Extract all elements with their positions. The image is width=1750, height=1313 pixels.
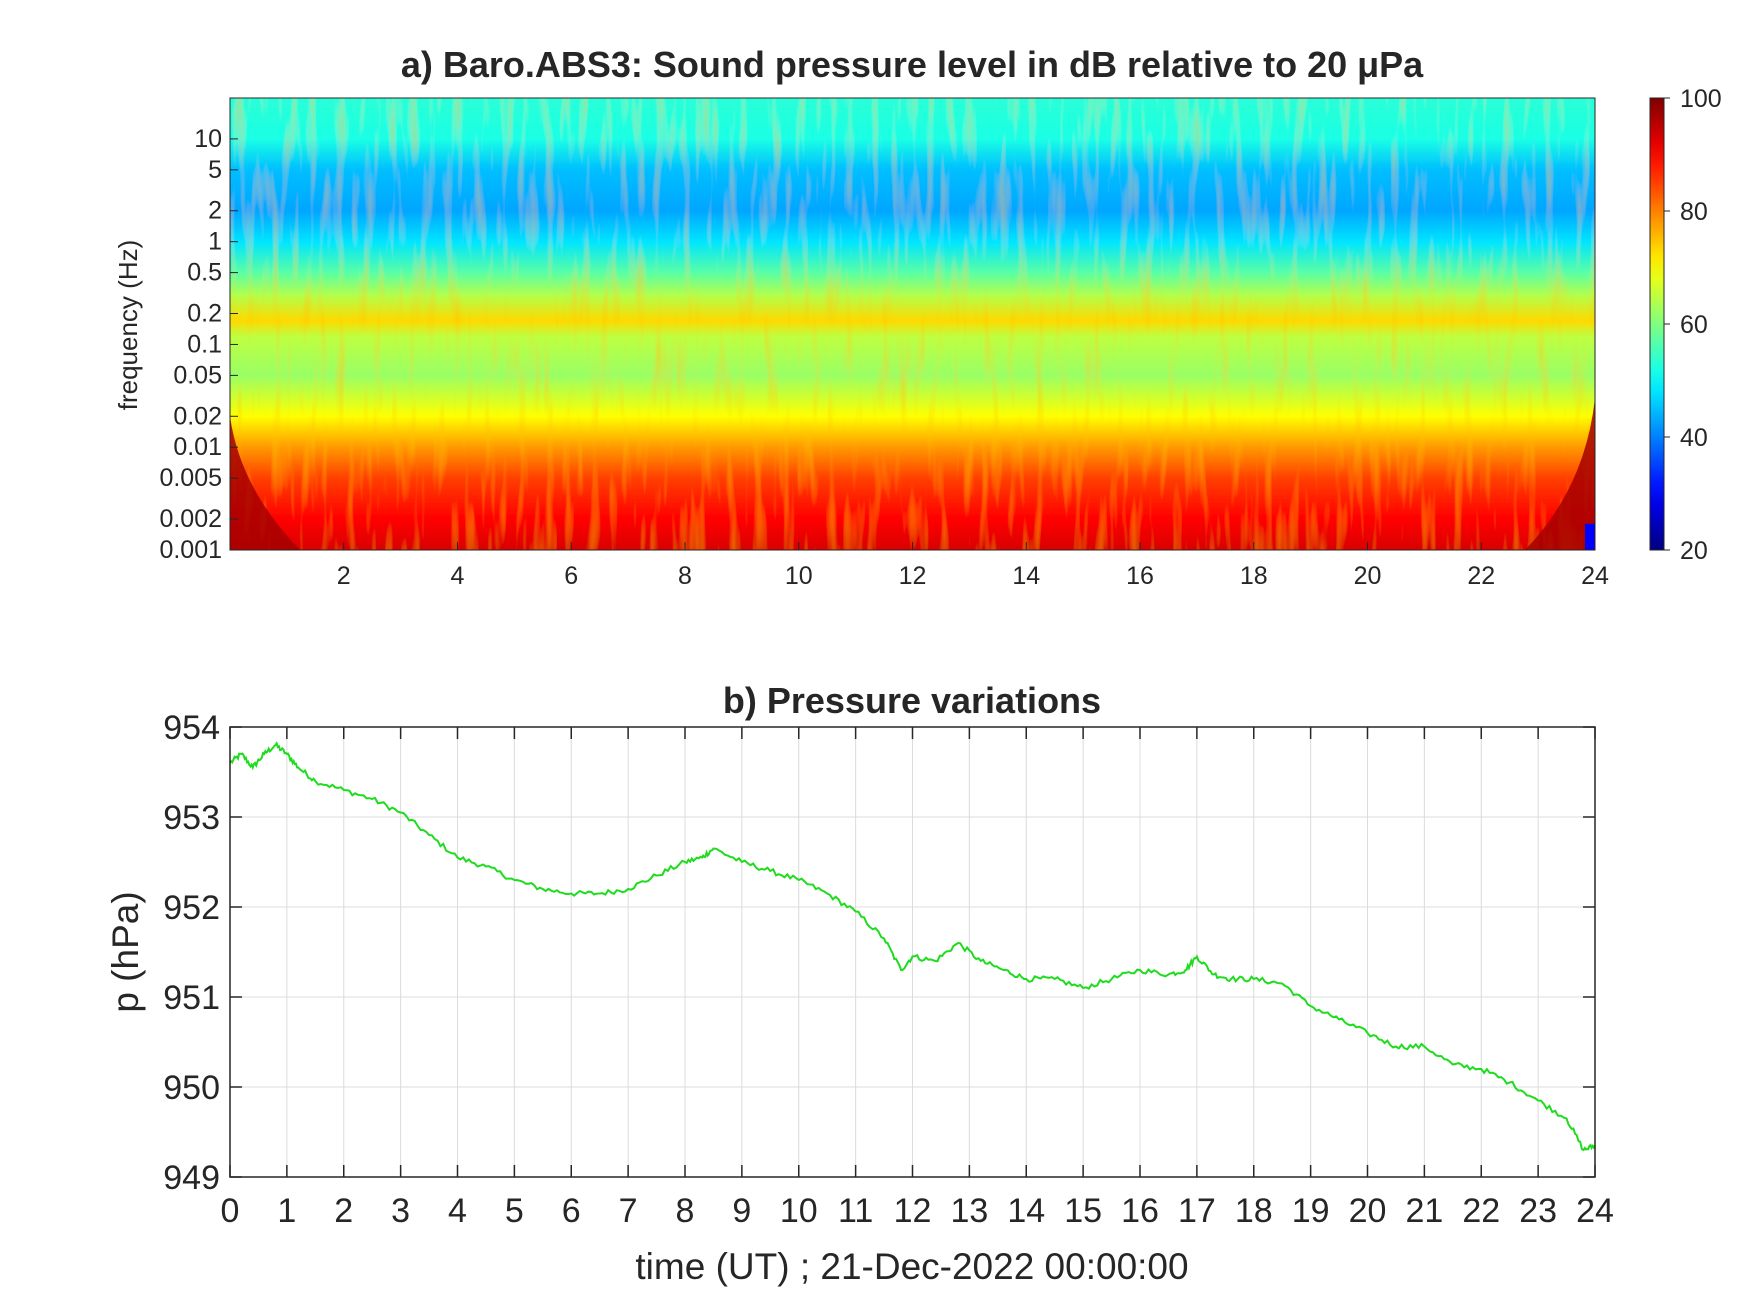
colorbar-ticks: 20 40 60 80 100 bbox=[1664, 85, 1722, 565]
pressure-x-tick-label: 4 bbox=[448, 1192, 467, 1230]
spectrogram-right-edge bbox=[1525, 398, 1595, 550]
pressure-x-tick-label: 19 bbox=[1292, 1192, 1330, 1230]
spectrogram-y-tick-label: 0.001 bbox=[159, 536, 222, 564]
colorbar-tick-label: 20 bbox=[1680, 537, 1708, 565]
pressure-x-tick-label: 7 bbox=[619, 1192, 638, 1230]
spectrogram-x-tick-label: 22 bbox=[1467, 562, 1495, 590]
spectrogram-x-tick-label: 12 bbox=[899, 562, 927, 590]
pressure-x-tick-label: 14 bbox=[1007, 1192, 1045, 1230]
pressure-y-tick-label: 952 bbox=[163, 889, 220, 927]
spectrogram-y-tick-label: 0.02 bbox=[173, 402, 222, 430]
pressure-y-tick-label: 953 bbox=[163, 799, 220, 837]
spectrogram-y-tick-label: 0.002 bbox=[159, 505, 222, 533]
pressure-x-tick-label: 24 bbox=[1576, 1192, 1614, 1230]
pressure-x-tick-label: 15 bbox=[1064, 1192, 1102, 1230]
pressure-x-tick-label: 12 bbox=[894, 1192, 932, 1230]
pressure-x-tick-label: 9 bbox=[732, 1192, 751, 1230]
pressure-x-tick-label: 18 bbox=[1235, 1192, 1273, 1230]
spectrogram-y-tick-label: 0.5 bbox=[187, 259, 222, 287]
pressure-y-tick-label: 950 bbox=[163, 1069, 220, 1107]
spectrogram-x-tick-label: 20 bbox=[1354, 562, 1382, 590]
colorbar-tick-label: 80 bbox=[1680, 198, 1708, 226]
pressure-x-tick-label: 5 bbox=[505, 1192, 524, 1230]
pressure-y-axis-label: p (hPa) bbox=[105, 891, 146, 1012]
pressure-x-tick-label: 22 bbox=[1462, 1192, 1500, 1230]
spectrogram-left-edge bbox=[230, 416, 300, 550]
pressure-x-tick-label: 13 bbox=[950, 1192, 988, 1230]
spectrogram-x-tick-label: 4 bbox=[451, 562, 465, 590]
pressure-x-tick-label: 11 bbox=[838, 1192, 873, 1230]
pressure-y-tick-label: 949 bbox=[163, 1159, 220, 1197]
spectrogram-x-tick-label: 10 bbox=[785, 562, 813, 590]
pressure-x-tick-label: 16 bbox=[1121, 1192, 1159, 1230]
pressure-x-axis-label: time (UT) ; 21-Dec-2022 00:00:00 bbox=[635, 1246, 1188, 1287]
spectrogram-x-tick-label: 18 bbox=[1240, 562, 1268, 590]
pressure-panel: b) Pressure variations 94995095195295395… bbox=[105, 680, 1614, 1287]
pressure-x-tick-label: 2 bbox=[334, 1192, 353, 1230]
pressure-y-tick-label: 951 bbox=[163, 979, 220, 1017]
spectrogram-x-tick-label: 6 bbox=[564, 562, 578, 590]
spectrogram-y-ticks: 0.001 0.002 0.005 0.01 0.02 0.05 0.10.2 0.5 1 2 5 1… bbox=[159, 125, 238, 564]
spectrogram-y-axis-label: frequency (Hz) bbox=[113, 240, 143, 411]
spectrogram-y-tick-label: 0.2 bbox=[187, 300, 222, 328]
pressure-x-tick-label: 0 bbox=[221, 1192, 240, 1230]
pressure-grid bbox=[230, 727, 1595, 1177]
spectrogram-title: a) Baro.ABS3: Sound pressure level in dB… bbox=[401, 44, 1424, 85]
spectrogram-x-tick-label: 8 bbox=[678, 562, 692, 590]
pressure-x-tick-label: 1 bbox=[277, 1192, 296, 1230]
spectrogram-y-tick-label: 5 bbox=[208, 156, 222, 184]
pressure-title: b) Pressure variations bbox=[723, 680, 1101, 721]
pressure-x-tick-label: 21 bbox=[1405, 1192, 1443, 1230]
pressure-x-tick-label: 3 bbox=[391, 1192, 410, 1230]
spectrogram-x-tick-label: 2 bbox=[337, 562, 351, 590]
spectrogram-y-tick-label: 2 bbox=[208, 197, 222, 225]
pressure-line bbox=[229, 740, 1596, 1152]
spectrogram-x-tick-label: 24 bbox=[1581, 562, 1609, 590]
spectrogram-x-ticks: 2 4 6 8 10 12 14 16 18 20 22 24 bbox=[337, 542, 1609, 590]
spectrogram-y-tick-label: 0.01 bbox=[173, 433, 222, 461]
pressure-x-tick-label: 8 bbox=[676, 1192, 695, 1230]
spectrogram-x-tick-label: 14 bbox=[1012, 562, 1040, 590]
spectrogram-y-tick-label: 1 bbox=[208, 228, 222, 256]
spectrogram-edge-artifacts bbox=[230, 398, 1595, 550]
pressure-x-tick-label: 23 bbox=[1519, 1192, 1557, 1230]
colorbar-tick-label: 40 bbox=[1680, 424, 1708, 452]
colorbar: 20 40 60 80 100 bbox=[1649, 85, 1722, 565]
spectrogram-y-tick-label: 0.05 bbox=[173, 361, 222, 389]
colorbar-tick-label: 100 bbox=[1680, 85, 1722, 113]
pressure-y-ticks: 949 950 951 952 953 954 bbox=[163, 709, 1595, 1197]
pressure-y-tick-label: 954 bbox=[163, 709, 220, 747]
spectrogram-y-tick-label: 0.1 bbox=[187, 330, 222, 358]
pressure-x-tick-label: 17 bbox=[1178, 1192, 1216, 1230]
colorbar-tick-label: 60 bbox=[1680, 311, 1708, 339]
spectrogram-x-tick-label: 16 bbox=[1126, 562, 1154, 590]
colorbar-gradient bbox=[1649, 97, 1665, 551]
pressure-x-tick-label: 20 bbox=[1349, 1192, 1387, 1230]
spectrogram-right-blue-strip bbox=[1585, 523, 1595, 550]
spectrogram-y-tick-label: 10 bbox=[194, 125, 222, 153]
pressure-x-tick-label: 6 bbox=[562, 1192, 581, 1230]
pressure-x-ticks: 0 1 2 3 4 5 6 7 8 9 10 11 12 13 14 15 16 17 18 19 20 21 22 23 24 bbox=[221, 727, 1614, 1230]
spectrogram-panel: a) Baro.ABS3: Sound pressure level in dB… bbox=[113, 44, 1722, 590]
pressure-x-tick-label: 10 bbox=[780, 1192, 818, 1230]
spectrogram-texture bbox=[230, 98, 1595, 550]
spectrogram-y-tick-label: 0.005 bbox=[159, 464, 222, 492]
